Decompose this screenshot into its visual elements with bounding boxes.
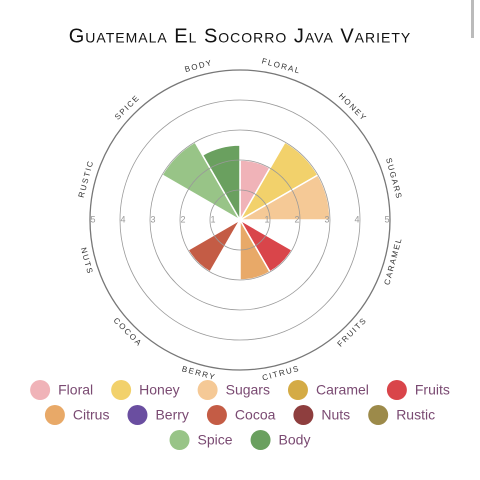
legend-label: Nuts: [321, 407, 350, 423]
category-label: Spice: [113, 93, 142, 122]
legend-swatch: [127, 405, 148, 425]
ring: [89, 69, 391, 371]
legend-label: Floral: [58, 382, 93, 398]
legend: Floral Honey Sugars Caramel Fruits Citrus Berr…: [30, 380, 450, 450]
legend-swatch: [111, 380, 132, 400]
legend-swatch: [44, 405, 65, 425]
legend-swatch: [206, 405, 227, 425]
legend-label: Body: [279, 432, 311, 448]
category-label: Nuts: [79, 246, 95, 275]
legend-item: Citrus: [44, 405, 110, 425]
legend-item: Caramel: [287, 380, 369, 400]
legend-swatch: [386, 380, 407, 400]
r-tick-label: 4: [354, 214, 359, 224]
r-tick-label: 3: [324, 214, 329, 224]
legend-swatch: [169, 430, 190, 450]
segment: [201, 144, 241, 223]
legend-item: Nuts: [293, 405, 350, 425]
legend-item: Body: [250, 430, 311, 450]
r-tick-label: 1: [264, 214, 269, 224]
legend-swatch: [30, 380, 51, 400]
category-label: Sugars: [384, 157, 404, 201]
r-tick-label: 1: [210, 214, 215, 224]
legend-item: Rustic: [368, 405, 435, 425]
legend-item: Berry: [127, 405, 189, 425]
legend-item: Honey: [111, 380, 180, 400]
legend-label: Honey: [139, 382, 179, 398]
legend-label: Cocoa: [235, 407, 276, 423]
r-tick-label: 3: [150, 214, 155, 224]
chart-title: Guatemala El Socorro Java Variety: [69, 25, 412, 47]
legend-label: Berry: [155, 407, 188, 423]
category-label: Citrus: [261, 364, 301, 383]
legend-swatch: [250, 430, 271, 450]
legend-label: Caramel: [316, 382, 369, 398]
category-label: Honey: [337, 91, 369, 123]
legend-label: Sugars: [226, 382, 270, 398]
ring: [179, 159, 301, 281]
segment: [187, 217, 243, 273]
ring: [119, 99, 361, 341]
category-label: Caramel: [382, 236, 403, 286]
legend-item: Sugars: [197, 380, 270, 400]
r-tick-label: 4: [120, 214, 125, 224]
r-tick-label: 5: [384, 214, 389, 224]
legend-item: Floral: [30, 380, 93, 400]
category-label: Body: [184, 58, 214, 74]
legend-item: Cocoa: [206, 405, 276, 425]
legend-label: Fruits: [415, 382, 450, 398]
scrollbar: [471, 0, 474, 38]
ring: [209, 189, 271, 251]
legend-label: Spice: [198, 432, 233, 448]
category-label: Cocoa: [112, 316, 144, 348]
legend-swatch: [293, 405, 314, 425]
ring: [149, 129, 331, 311]
legend-swatch: [368, 405, 389, 425]
legend-label: Rustic: [396, 407, 435, 423]
legend-swatch: [287, 380, 308, 400]
legend-item: Fruits: [386, 380, 450, 400]
legend-swatch: [197, 380, 218, 400]
legend-label: Citrus: [73, 407, 110, 423]
wheel: 11 22 33 44 55FloralHoneySugarsCaramelFruits…: [77, 57, 404, 383]
r-tick-label: 5: [90, 214, 95, 224]
legend-item: Spice: [169, 430, 233, 450]
r-tick-label: 2: [294, 214, 299, 224]
r-tick-label: 2: [180, 214, 185, 224]
